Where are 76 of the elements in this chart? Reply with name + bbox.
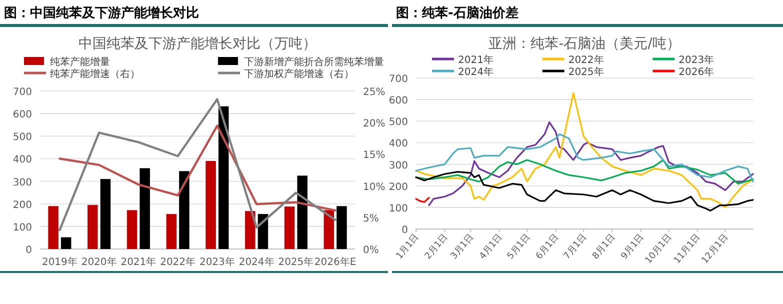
bar <box>206 160 216 249</box>
x-tick-label: 12月1日 <box>700 232 731 266</box>
x-tick-label: 5月1日 <box>506 232 532 262</box>
y-tick-label: 300 <box>388 160 408 172</box>
y-tick-label: 200 <box>12 200 32 211</box>
y-tick-label: 400 <box>12 154 32 166</box>
x-tick-label: 10月1日 <box>644 232 674 266</box>
legend-label: 2026年 <box>678 66 714 78</box>
x-tick-label: 2025年 <box>278 256 314 268</box>
y2-tick-label: 25% <box>363 87 386 98</box>
y-tick-label: 600 <box>12 110 32 121</box>
line-series <box>58 124 336 212</box>
bar <box>48 206 58 249</box>
legend-label: 纯苯产能增速（右） <box>50 68 140 80</box>
bar <box>126 210 138 249</box>
line-series <box>415 92 754 208</box>
bar <box>245 211 256 249</box>
bar <box>297 176 308 249</box>
x-tick-label: 2019年 <box>42 256 78 268</box>
chart-subtitle: 图：纯苯-石脑油价差 <box>396 5 518 21</box>
y-tick-label: 200 <box>388 182 408 193</box>
y2-tick-label: 10% <box>363 182 386 193</box>
bar <box>166 214 177 249</box>
x-tick-label: 11月1日 <box>672 232 703 266</box>
legend-label: 2024年 <box>458 66 494 78</box>
x-tick-label: 3月1日 <box>449 232 476 262</box>
bar <box>179 171 190 249</box>
legend-label: 下游加权产能增速（右） <box>244 68 354 80</box>
x-tick-label: 9月1日 <box>620 232 646 262</box>
legend-label: 纯苯产能增量 <box>50 56 110 68</box>
bar <box>218 106 229 249</box>
x-tick-label: 2021年 <box>120 256 156 268</box>
x-tick-label: 2020年 <box>81 256 117 268</box>
legend-label: 2021年 <box>458 54 494 66</box>
x-tick-label: 2月1日 <box>423 232 450 262</box>
x-tick-label: 2022年 <box>160 256 196 268</box>
y-tick-label: 300 <box>12 177 32 188</box>
y-tick-label: 500 <box>12 132 32 144</box>
bar <box>100 179 111 249</box>
x-tick-label: 2024年 <box>238 256 274 268</box>
x-tick-label: 6月1日 <box>534 232 562 262</box>
chart-title: 中国纯苯及下游产能增长对比（万吨） <box>78 36 316 52</box>
bar <box>88 204 98 249</box>
y-tick-label: 0 <box>26 245 32 256</box>
legend-label: 2025年 <box>568 66 604 78</box>
y2-tick-label: 0% <box>363 245 379 256</box>
line-series <box>415 133 754 182</box>
legend-label: 2022年 <box>568 54 604 66</box>
bar <box>284 206 295 249</box>
line-series <box>58 98 336 232</box>
y-tick-label: 700 <box>12 87 32 98</box>
x-tick-label: 7月1日 <box>562 232 589 262</box>
y-tick-label: 500 <box>388 117 408 128</box>
line-series <box>415 159 754 184</box>
bar <box>324 210 334 249</box>
line-series <box>415 171 754 212</box>
bar <box>60 237 72 249</box>
x-tick-label: 8月1日 <box>590 232 618 262</box>
chart-title: 亚洲：纯苯-石脑油（美元/吨） <box>488 36 680 52</box>
y2-tick-label: 15% <box>363 150 386 162</box>
legend-label: 下游新增产能折合所需纯苯增量 <box>244 56 384 68</box>
y2-tick-label: 20% <box>363 118 386 130</box>
y-tick-label: 400 <box>388 138 408 150</box>
line-series <box>428 121 754 206</box>
y-tick-label: 100 <box>12 222 32 234</box>
bar <box>336 206 347 249</box>
y2-tick-label: 5% <box>363 213 379 224</box>
legend-label: 2023年 <box>678 54 714 66</box>
y-tick-label: 100 <box>388 203 408 214</box>
bar <box>140 168 150 249</box>
y-tick-label: 600 <box>388 96 408 107</box>
y-tick-label: 700 <box>388 74 408 85</box>
chart-subtitle: 图：中国纯苯及下游产能增长对比 <box>4 5 199 21</box>
x-tick-label: 4月1日 <box>478 232 505 262</box>
x-tick-label: 2026年E <box>314 256 356 268</box>
x-tick-label: 2023年 <box>199 256 235 268</box>
